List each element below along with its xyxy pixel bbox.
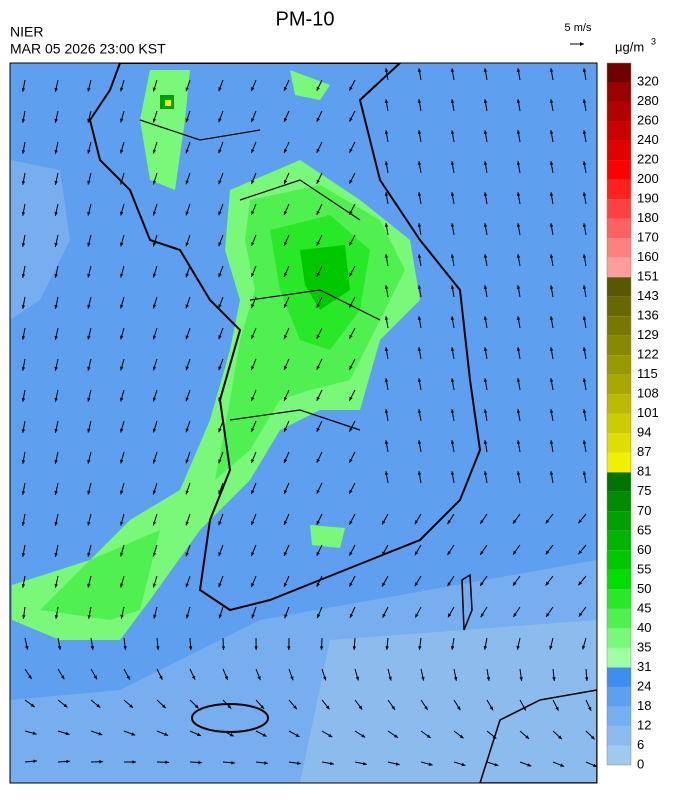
- colorbar-tick-label: 280: [637, 93, 659, 108]
- colorbar-tick-label: 31: [637, 659, 651, 674]
- colorbar-segment: [607, 492, 631, 512]
- colorbar-segment: [607, 648, 631, 668]
- colorbar-tick-label: 18: [637, 698, 651, 713]
- colorbar-segment: [607, 628, 631, 648]
- colorbar-tick-label: 87: [637, 444, 651, 459]
- unit-exponent: 3: [651, 36, 656, 46]
- field-patch: [300, 620, 597, 783]
- wind-scale-arrow: [570, 42, 584, 46]
- colorbar-segment: [607, 375, 631, 395]
- colorbar-segment: [607, 511, 631, 531]
- colorbar-tick-label: 200: [637, 171, 659, 186]
- colorbar-segment: [607, 609, 631, 629]
- colorbar-tick-label: 320: [637, 73, 659, 88]
- colorbar-tick-label: 220: [637, 151, 659, 166]
- colorbar-segment: [607, 453, 631, 473]
- colorbar-segment: [607, 687, 631, 707]
- colorbar-tick-label: 40: [637, 620, 651, 635]
- colorbar-tick-label: 260: [637, 112, 659, 127]
- pm-field-light: [310, 525, 345, 548]
- colorbar-tick-label: 0: [637, 756, 644, 771]
- colorbar-tick-label: 75: [637, 483, 651, 498]
- title: PM-10: [276, 8, 335, 30]
- agency: NIER: [10, 24, 43, 40]
- colorbar-tick-label: 151: [637, 269, 659, 284]
- colorbar-segment: [607, 355, 631, 375]
- colorbar: 0 6 12 18 24 31 35 40 45 50 55 60 65 70 75 81 87 94 101 108…: [607, 63, 659, 771]
- colorbar-segment: [607, 316, 631, 336]
- colorbar-segment: [607, 141, 631, 161]
- colorbar-tick-label: 160: [637, 249, 659, 264]
- colorbar-segment: [607, 63, 631, 82]
- colorbar-tick-label: 136: [637, 308, 659, 323]
- colorbar-tick-label: 50: [637, 581, 651, 596]
- colorbar-tick-label: 70: [637, 503, 651, 518]
- colorbar-segment: [607, 160, 631, 180]
- colorbar-segment: [607, 550, 631, 570]
- unit: μg/m: [615, 39, 644, 54]
- wind-scale-label: 5 m/s: [565, 22, 592, 34]
- pm-field-peak: [165, 100, 171, 106]
- colorbar-segment: [607, 199, 631, 219]
- colorbar-segment: [607, 121, 631, 141]
- colorbar-tick-label: 65: [637, 522, 651, 537]
- colorbar-tick-label: 129: [637, 327, 659, 342]
- colorbar-segment: [607, 277, 631, 297]
- colorbar-segment: [607, 745, 631, 765]
- colorbar-tick-label: 115: [637, 366, 658, 381]
- colorbar-tick-label: 35: [637, 639, 651, 654]
- colorbar-segment: [607, 667, 631, 687]
- colorbar-tick-label: 12: [637, 717, 651, 732]
- colorbar-segment: [607, 180, 631, 200]
- colorbar-segment: [607, 394, 631, 414]
- colorbar-segment: [607, 82, 631, 102]
- colorbar-tick-label: 24: [637, 678, 651, 693]
- colorbar-tick-label: 240: [637, 132, 659, 147]
- colorbar-segment: [607, 433, 631, 453]
- colorbar-tick-label: 6: [637, 737, 644, 752]
- colorbar-tick-label: 94: [637, 425, 651, 440]
- colorbar-tick-label: 60: [637, 542, 651, 557]
- colorbar-segment: [607, 336, 631, 356]
- colorbar-tick-label: 55: [637, 561, 651, 576]
- colorbar-segment: [607, 297, 631, 317]
- colorbar-tick-label: 81: [637, 464, 651, 479]
- colorbar-segment: [607, 414, 631, 434]
- colorbar-segment: [607, 726, 631, 746]
- colorbar-tick-label: 170: [637, 230, 659, 245]
- colorbar-segment: [607, 102, 631, 122]
- colorbar-segment: [607, 589, 631, 609]
- colorbar-tick-label: 108: [637, 386, 659, 401]
- timestamp: MAR 05 2026 23:00 KST: [10, 41, 166, 57]
- map: [10, 63, 597, 783]
- colorbar-tick-label: 101: [637, 405, 659, 420]
- colorbar-segment: [607, 258, 631, 278]
- colorbar-segment: [607, 472, 631, 492]
- colorbar-segment: [607, 238, 631, 258]
- colorbar-tick-label: 122: [637, 347, 659, 362]
- colorbar-tick-label: 180: [637, 210, 659, 225]
- colorbar-segment: [607, 219, 631, 239]
- colorbar-segment: [607, 706, 631, 726]
- colorbar-tick-label: 45: [637, 600, 651, 615]
- colorbar-tick-label: 143: [637, 288, 659, 303]
- colorbar-segment: [607, 531, 631, 551]
- colorbar-segment: [607, 570, 631, 590]
- colorbar-tick-label: 190: [637, 191, 659, 206]
